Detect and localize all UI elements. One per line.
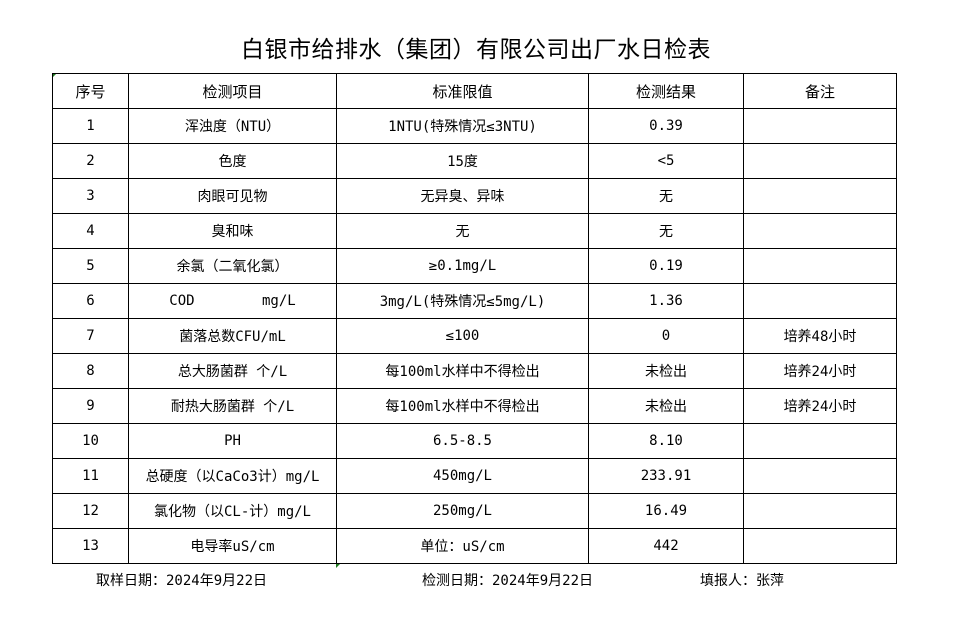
table-header-row: 序号 检测项目 标准限值 检测结果 备注 — [52, 73, 897, 109]
cell-index: 2 — [52, 143, 129, 179]
cell-standard: 每100ml水样中不得检出 — [336, 388, 589, 424]
cell-index: 5 — [52, 248, 129, 284]
cell-index: 4 — [52, 213, 129, 249]
cell-index: 7 — [52, 318, 129, 354]
table-row: 6 COD mg/L 3mg/L(特殊情况≤5mg/L) 1.36 — [52, 283, 897, 319]
table-row: 8 总大肠菌群 个/L 每100ml水样中不得检出 未检出 培养24小时 — [52, 353, 897, 389]
cell-item: 总硬度（以CaCo3计）mg/L — [128, 458, 337, 494]
table-row: 2 色度 15度 <5 — [52, 143, 897, 179]
cell-standard: ≤100 — [336, 318, 589, 354]
cell-item: 余氯（二氧化氯） — [128, 248, 337, 284]
cell-remark — [743, 143, 897, 179]
cell-item: 总大肠菌群 个/L — [128, 353, 337, 389]
cell-item: 浑浊度（NTU） — [128, 108, 337, 144]
cell-remark — [743, 283, 897, 319]
cell-remark — [743, 248, 897, 284]
test-date: 检测日期：2024年9月22日 — [422, 573, 594, 589]
table-row: 13 电导率uS/cm 单位：uS/cm 442 — [52, 528, 897, 564]
cell-index: 9 — [52, 388, 129, 424]
cell-result: 233.91 — [588, 458, 744, 494]
table-row: 11 总硬度（以CaCo3计）mg/L 450mg/L 233.91 — [52, 458, 897, 494]
cell-index: 8 — [52, 353, 129, 389]
cell-result: 无 — [588, 178, 744, 214]
cell-standard: 3mg/L(特殊情况≤5mg/L) — [336, 283, 589, 319]
cell-index: 13 — [52, 528, 129, 564]
cell-remark — [743, 178, 897, 214]
cell-item: 耐热大肠菌群 个/L — [128, 388, 337, 424]
cell-result: 未检出 — [588, 353, 744, 389]
cell-result: 0.39 — [588, 108, 744, 144]
cell-item: 色度 — [128, 143, 337, 179]
cell-remark: 培养48小时 — [743, 318, 897, 354]
cell-result: 0 — [588, 318, 744, 354]
cell-index: 6 — [52, 283, 129, 319]
cell-item: COD mg/L — [128, 283, 337, 319]
cell-remark — [743, 423, 897, 459]
header-result: 检测结果 — [588, 73, 744, 109]
cell-result: 8.10 — [588, 423, 744, 459]
cell-remark — [743, 108, 897, 144]
cell-item: 电导率uS/cm — [128, 528, 337, 564]
cell-result: 无 — [588, 213, 744, 249]
cell-standard: ≥0.1mg/L — [336, 248, 589, 284]
cell-result: 442 — [588, 528, 744, 564]
cell-result: 1.36 — [588, 283, 744, 319]
header-standard: 标准限值 — [336, 73, 589, 109]
table-row: 9 耐热大肠菌群 个/L 每100ml水样中不得检出 未检出 培养24小时 — [52, 388, 897, 424]
cell-standard: 6.5-8.5 — [336, 423, 589, 459]
cell-remark: 培养24小时 — [743, 388, 897, 424]
cell-item: 氯化物（以CL-计）mg/L — [128, 493, 337, 529]
reporter: 填报人：张萍 — [700, 573, 784, 589]
table-row: 5 余氯（二氧化氯） ≥0.1mg/L 0.19 — [52, 248, 897, 284]
cell-index: 11 — [52, 458, 129, 494]
cell-result: 16.49 — [588, 493, 744, 529]
cell-item: 菌落总数CFU/mL — [128, 318, 337, 354]
inspection-table: 序号 检测项目 标准限值 检测结果 备注 1 浑浊度（NTU） 1NTU(特殊情况≤… — [52, 73, 897, 564]
cell-remark — [743, 528, 897, 564]
table-row: 10 PH 6.5-8.5 8.10 — [52, 423, 897, 459]
cell-remark: 培养24小时 — [743, 353, 897, 389]
cell-standard: 250mg/L — [336, 493, 589, 529]
cell-item: PH — [128, 423, 337, 459]
cell-standard: 1NTU(特殊情况≤3NTU) — [336, 108, 589, 144]
cell-standard: 15度 — [336, 143, 589, 179]
cell-result: <5 — [588, 143, 744, 179]
sampling-date: 取样日期：2024年9月22日 — [96, 573, 268, 589]
table-row: 12 氯化物（以CL-计）mg/L 250mg/L 16.49 — [52, 493, 897, 529]
table-row: 7 菌落总数CFU/mL ≤100 0 培养48小时 — [52, 318, 897, 354]
page-title: 白银市给排水（集团）有限公司出厂水日检表 — [241, 37, 711, 63]
header-index: 序号 — [52, 73, 129, 109]
cell-marker — [336, 563, 341, 568]
cell-remark — [743, 213, 897, 249]
cell-index: 12 — [52, 493, 129, 529]
cell-standard: 单位：uS/cm — [336, 528, 589, 564]
table-row: 4 臭和味无无 — [52, 213, 897, 249]
cell-index: 1 — [52, 108, 129, 144]
cell-standard: 450mg/L — [336, 458, 589, 494]
cell-result: 未检出 — [588, 388, 744, 424]
cell-standard: 每100ml水样中不得检出 — [336, 353, 589, 389]
header-item: 检测项目 — [128, 73, 337, 109]
cell-item: 肉眼可见物 — [128, 178, 337, 214]
cell-remark — [743, 493, 897, 529]
cell-result: 0.19 — [588, 248, 744, 284]
cell-index: 10 — [52, 423, 129, 459]
cell-item: 臭和味 — [128, 213, 337, 249]
cell-standard: 无 — [336, 213, 589, 249]
cell-standard: 无异臭、异味 — [336, 178, 589, 214]
cell-remark — [743, 458, 897, 494]
cell-index: 3 — [52, 178, 129, 214]
header-remark: 备注 — [743, 73, 897, 109]
table-row: 3 肉眼可见物 无异臭、异味无 — [52, 178, 897, 214]
table-row: 1 浑浊度（NTU） 1NTU(特殊情况≤3NTU) 0.39 — [52, 108, 897, 144]
